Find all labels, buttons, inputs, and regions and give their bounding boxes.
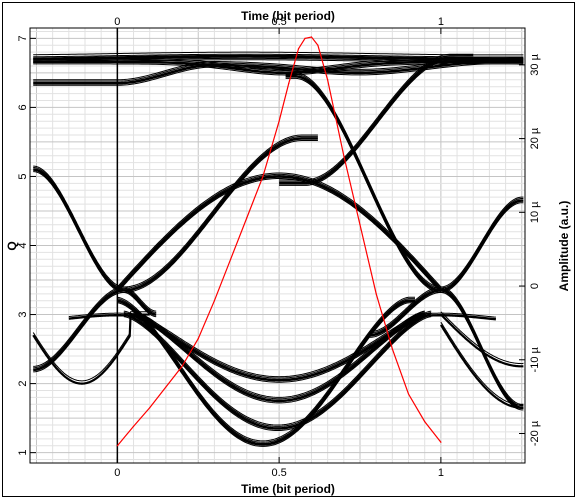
red-series-point [288,82,290,84]
eye-trace-trough [133,313,425,403]
eye-trace-trough [123,313,432,430]
eye-traces [32,51,524,447]
eye-trace-trough [133,311,425,400]
eye-trace-peak-pulse [117,172,442,288]
eye-trace-trough [117,299,415,446]
y-right-tick-label: 20 µ [529,127,541,149]
y-left-tick-label: 1 [17,450,29,456]
eye-trace-falling-edge [33,171,157,318]
eye-trace-rising-edge [279,53,474,181]
eye-trace-rising-edge [369,196,524,333]
x-bottom-tick-label: 1 [438,467,444,479]
eye-trace-trough [117,298,415,443]
eye-trace-trough [133,316,425,404]
eye-trace-falling-edge [33,166,157,313]
x-axis-top-title: Time (bit period) [241,9,335,23]
x-axis-bottom-title: Time (bit period) [241,482,335,496]
eye-trace-top-rail [33,57,524,81]
red-series-point [375,293,377,295]
eye-trace-trough [133,313,426,382]
red-amplitude-series [116,36,442,447]
y-left-tick-label: 7 [17,35,29,41]
eye-trace-trough [32,311,150,382]
red-series-point [343,155,345,157]
red-series-point [407,393,410,395]
eye-trace-falling-edge [33,165,157,312]
eye-trace-trough [117,296,415,442]
eye-trace-peak-pulse [116,175,442,292]
eye-trace-rising-edge [369,199,524,337]
eye-trace-top-rail [33,59,524,82]
eye-trace-top-rail [33,51,524,56]
eye-trace-rising-edge [33,140,318,373]
red-series-point [310,36,313,38]
y-right-tick-label: 10 µ [529,201,541,223]
eye-trace-trough [123,316,432,432]
red-series-point [424,420,426,423]
eye-trace-trough [133,310,425,398]
y-left-tick-label: 3 [17,311,29,317]
eye-trace-top-rail [33,63,524,86]
y-axis-left-title: Q [5,241,19,250]
eye-trace-falling-edge [285,77,524,411]
red-series-point [440,441,442,443]
y-left-tick-label: 4 [17,242,29,248]
eye-trace-peak-pulse [117,173,442,289]
red-series-point [278,120,280,122]
y-right-tick-label: 0 [529,283,541,289]
eye-trace-falling-edge [285,75,524,410]
x-top-tick-label: 0 [114,16,120,28]
eye-trace-rising-edge [369,202,524,338]
x-top-tick-label: 1 [438,16,444,28]
red-series-point [116,445,118,447]
red-series-point [262,175,264,178]
eye-trace-rising-edge [33,134,318,367]
eye-trace-rising-edge [279,59,474,186]
axis-ticks: 0 0.5 1 0 0.5 1 1 2 3 4 5 6 7 -20 µ -10 µ 0 10 µ 20 µ 30 µ [17,16,541,479]
red-series-point [327,79,329,81]
red-series-point [165,386,167,388]
red-series-point [229,258,232,260]
red-series-point [132,425,135,428]
y-left-tick-label: 5 [17,173,29,179]
red-series-point [246,217,248,219]
red-series-point [149,407,151,409]
eye-trace-trough [440,321,524,406]
red-series-point [213,300,216,302]
red-series-point [181,365,183,367]
x-bottom-tick-label: 0 [114,467,120,479]
eye-trace-trough [123,310,432,426]
y-left-tick-label: 2 [17,381,29,387]
eye-trace-trough [440,313,524,368]
red-series-point [304,37,306,39]
eye-trace-trough [440,311,524,365]
x-bottom-tick-label: 0.5 [271,467,286,479]
y-right-tick-label: -10 µ [529,346,541,372]
eye-trace-trough [123,311,432,427]
red-series-point [391,348,393,350]
y-right-tick-label: -20 µ [529,420,541,446]
eye-trace-rising-edge [369,198,524,334]
eye-trace-peak-pulse [117,178,442,293]
red-series-point [359,224,361,226]
eye-trace-trough [133,312,425,379]
y-right-tick-label: 30 µ [529,53,541,75]
red-series-point [317,44,319,46]
y-axis-right-title: Amplitude (a.u.) [557,201,571,292]
x-top-tick-label: 0.5 [271,16,286,28]
eye-trace-trough [117,302,415,447]
y-left-tick-label: 6 [17,104,29,110]
eye-trace-trough [439,324,524,409]
red-series-point [297,48,300,50]
eye-trace-falling-edge [33,168,157,316]
data-series [116,36,442,447]
eye-trace-top-rail [33,60,524,85]
red-series-point [197,338,199,340]
eye-trace-trough [133,310,425,378]
